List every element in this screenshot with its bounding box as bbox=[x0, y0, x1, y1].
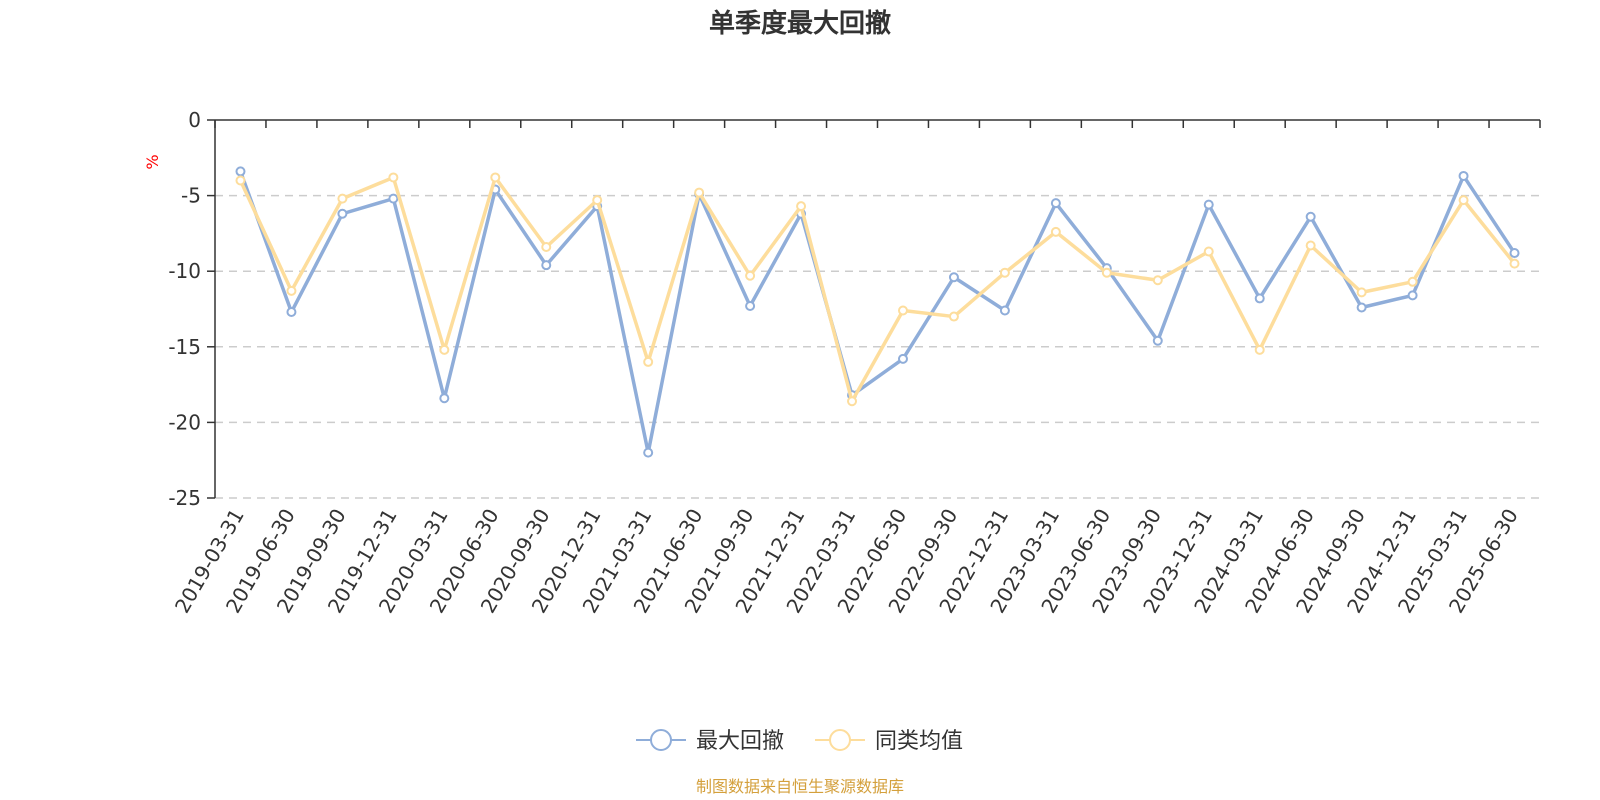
data-point[interactable] bbox=[286, 285, 297, 296]
data-point[interactable] bbox=[541, 242, 552, 253]
data-point[interactable] bbox=[1407, 290, 1418, 301]
legend-peer-average-marker-icon bbox=[829, 729, 851, 751]
data-point[interactable] bbox=[1203, 246, 1214, 257]
series-1 bbox=[235, 172, 1520, 407]
data-point[interactable] bbox=[1509, 258, 1520, 269]
data-point[interactable] bbox=[439, 344, 450, 355]
data-point[interactable] bbox=[1050, 198, 1061, 209]
data-point[interactable] bbox=[745, 300, 756, 311]
data-point[interactable] bbox=[286, 307, 297, 318]
y-tick-label: 0 bbox=[188, 108, 201, 132]
data-point[interactable] bbox=[1305, 240, 1316, 251]
data-point[interactable] bbox=[847, 396, 858, 407]
legend-label-max-drawdown: 最大回撤 bbox=[696, 729, 784, 754]
data-point[interactable] bbox=[235, 166, 246, 177]
legend[interactable]: 最大回撤 同类均值 bbox=[636, 729, 963, 754]
data-point[interactable] bbox=[1356, 302, 1367, 313]
data-point[interactable] bbox=[1203, 199, 1214, 210]
data-point[interactable] bbox=[1254, 344, 1265, 355]
y-tick-label: -25 bbox=[168, 486, 201, 510]
source-note: 制图数据来自恒生聚源数据库 bbox=[696, 777, 904, 796]
legend-max-drawdown-marker-icon bbox=[650, 729, 672, 751]
data-point[interactable] bbox=[897, 305, 908, 316]
data-point[interactable] bbox=[388, 172, 399, 183]
data-point[interactable] bbox=[1356, 287, 1367, 298]
data-point[interactable] bbox=[1407, 276, 1418, 287]
grid-lines bbox=[215, 194, 1540, 499]
chart-title: 单季度最大回撤 bbox=[709, 8, 891, 39]
data-point[interactable] bbox=[439, 393, 450, 404]
series-0 bbox=[235, 166, 1520, 458]
y-tick-label: -20 bbox=[168, 410, 201, 434]
data-point[interactable] bbox=[1152, 335, 1163, 346]
data-point[interactable] bbox=[235, 175, 246, 186]
legend-item-max-drawdown[interactable]: 最大回撤 bbox=[636, 729, 784, 754]
data-point[interactable] bbox=[1152, 275, 1163, 286]
data-point[interactable] bbox=[745, 270, 756, 281]
y-tick-label: -5 bbox=[181, 184, 201, 208]
data-point[interactable] bbox=[1509, 248, 1520, 259]
y-axis-unit: % bbox=[143, 154, 162, 169]
data-point[interactable] bbox=[948, 311, 959, 322]
series-lines bbox=[235, 166, 1520, 458]
legend-label-peer-average: 同类均值 bbox=[875, 729, 963, 754]
data-point[interactable] bbox=[592, 195, 603, 206]
y-tick-label: -10 bbox=[168, 259, 201, 283]
data-point[interactable] bbox=[1458, 195, 1469, 206]
data-point[interactable] bbox=[643, 356, 654, 367]
data-point[interactable] bbox=[643, 447, 654, 458]
data-point[interactable] bbox=[999, 305, 1010, 316]
data-point[interactable] bbox=[1101, 267, 1112, 278]
data-point[interactable] bbox=[541, 260, 552, 271]
series-line bbox=[238, 170, 1516, 455]
data-point[interactable] bbox=[337, 193, 348, 204]
legend-item-peer-average[interactable]: 同类均值 bbox=[815, 729, 963, 754]
data-point[interactable] bbox=[1254, 293, 1265, 304]
data-point[interactable] bbox=[1305, 211, 1316, 222]
data-point[interactable] bbox=[796, 201, 807, 212]
data-point[interactable] bbox=[337, 208, 348, 219]
data-point[interactable] bbox=[1050, 226, 1061, 237]
data-point[interactable] bbox=[897, 353, 908, 364]
data-point[interactable] bbox=[948, 272, 959, 283]
data-point[interactable] bbox=[999, 267, 1010, 278]
data-point[interactable] bbox=[490, 172, 501, 183]
data-point[interactable] bbox=[694, 187, 705, 198]
data-point[interactable] bbox=[1458, 170, 1469, 181]
data-point[interactable] bbox=[388, 193, 399, 204]
series-line bbox=[238, 175, 1516, 403]
y-tick-label: -15 bbox=[168, 335, 201, 359]
